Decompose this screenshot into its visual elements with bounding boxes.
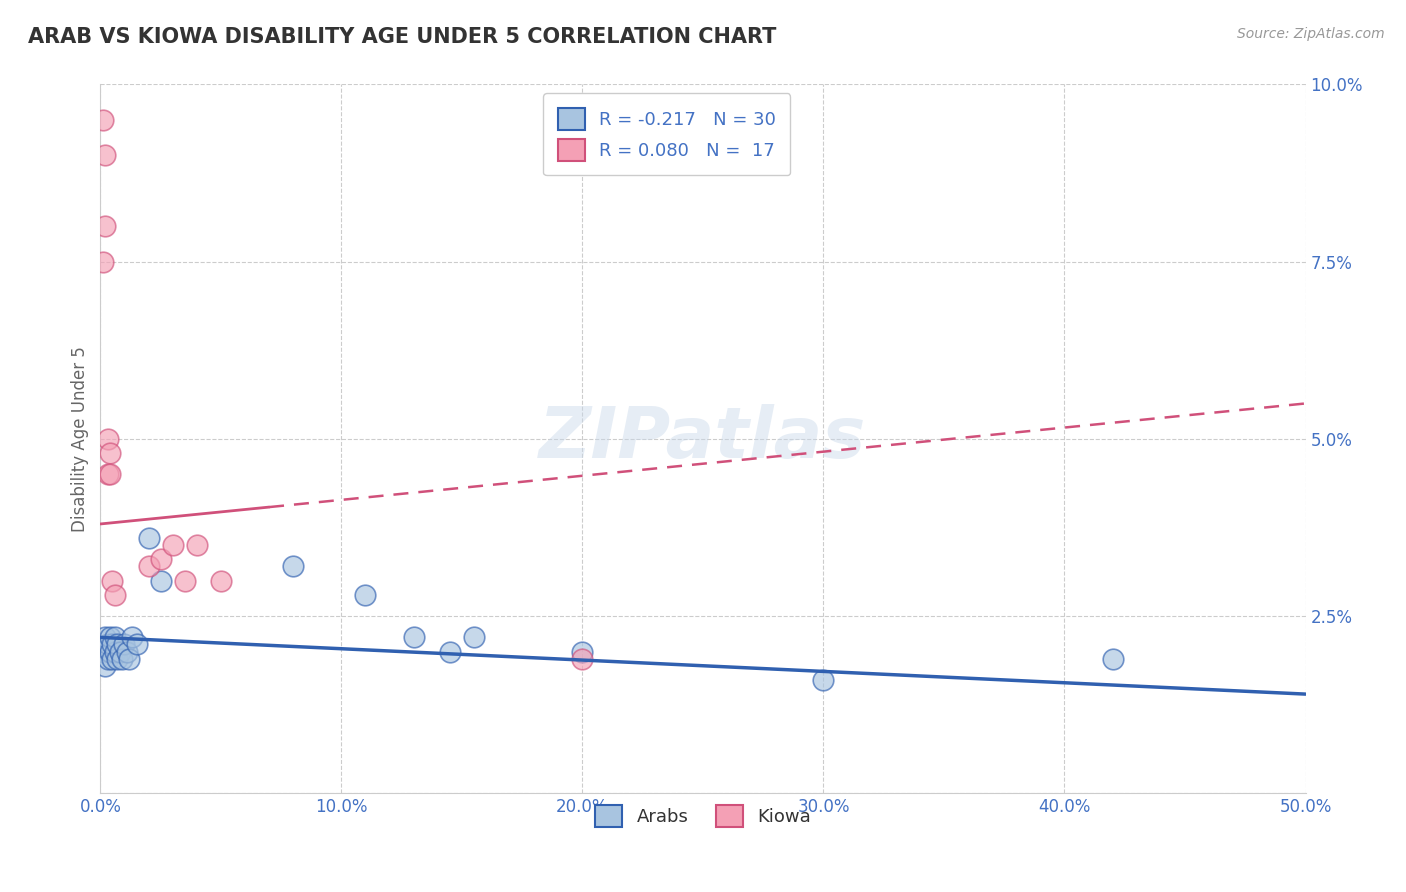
Point	[354, 588, 377, 602]
Point	[98, 631, 121, 645]
Point	[97, 638, 120, 652]
Point	[149, 552, 172, 566]
Y-axis label: Disability Age Under 5: Disability Age Under 5	[72, 346, 89, 532]
Point	[97, 432, 120, 446]
Point	[94, 631, 117, 645]
Point	[98, 644, 121, 658]
Point	[463, 631, 485, 645]
Point	[111, 651, 134, 665]
Point	[173, 574, 195, 588]
Point	[94, 219, 117, 234]
Text: Source: ZipAtlas.com: Source: ZipAtlas.com	[1237, 27, 1385, 41]
Legend: Arabs, Kiowa: Arabs, Kiowa	[588, 797, 818, 834]
Point	[104, 588, 127, 602]
Point	[209, 574, 232, 588]
Point	[439, 644, 461, 658]
Point	[97, 467, 120, 482]
Point	[571, 651, 593, 665]
Point	[91, 644, 114, 658]
Point	[118, 651, 141, 665]
Point	[91, 254, 114, 268]
Point	[186, 538, 208, 552]
Point	[108, 644, 131, 658]
Point	[571, 644, 593, 658]
Point	[402, 631, 425, 645]
Point	[97, 651, 120, 665]
Point	[101, 574, 124, 588]
Point	[94, 148, 117, 162]
Point	[105, 638, 128, 652]
Point	[149, 574, 172, 588]
Point	[162, 538, 184, 552]
Point	[115, 644, 138, 658]
Point	[105, 651, 128, 665]
Point	[138, 559, 160, 574]
Point	[101, 651, 124, 665]
Text: ARAB VS KIOWA DISABILITY AGE UNDER 5 CORRELATION CHART: ARAB VS KIOWA DISABILITY AGE UNDER 5 COR…	[28, 27, 776, 46]
Point	[98, 446, 121, 460]
Point	[91, 112, 114, 127]
Point	[1101, 651, 1123, 665]
Text: ZIPatlas: ZIPatlas	[540, 404, 866, 474]
Point	[283, 559, 305, 574]
Point	[94, 658, 117, 673]
Point	[138, 531, 160, 545]
Point	[114, 638, 136, 652]
Point	[125, 638, 148, 652]
Point	[813, 673, 835, 687]
Point	[104, 644, 127, 658]
Point	[98, 467, 121, 482]
Point	[121, 631, 143, 645]
Point	[104, 631, 127, 645]
Point	[101, 638, 124, 652]
